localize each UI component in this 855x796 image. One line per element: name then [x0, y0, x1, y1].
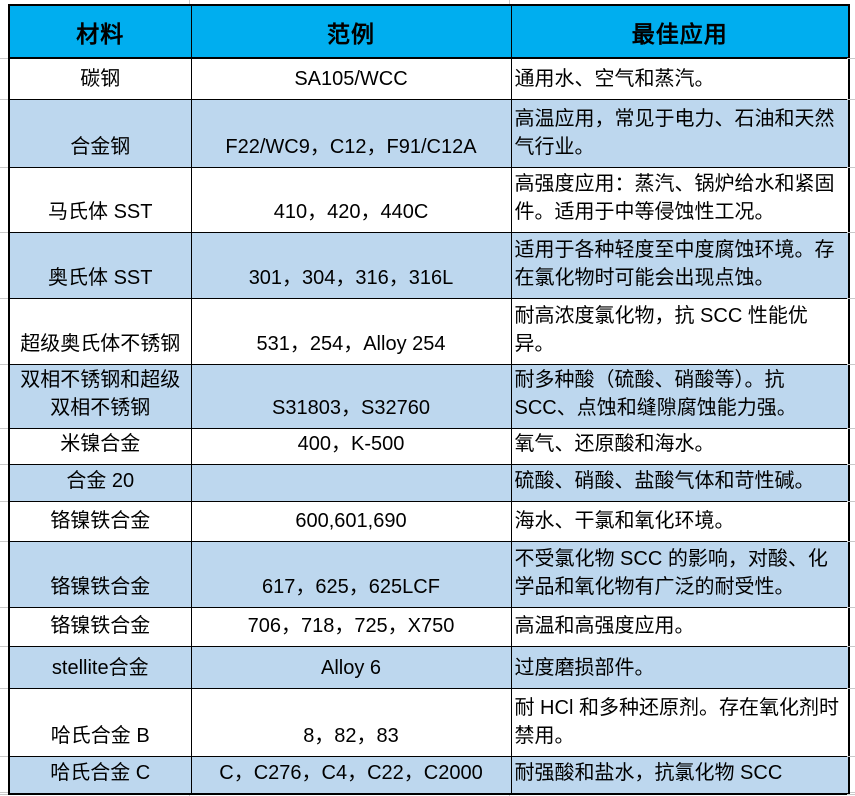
application-cell[interactable]: 通用水、空气和蒸汽。 — [510, 57, 850, 100]
material-cell[interactable]: 双相不锈钢和超级双相不锈钢 — [8, 363, 192, 429]
gridline-stub — [847, 646, 855, 647]
table-row: 合金钢 F22/WC9，C12，F91/C12A 高温应用，常见于电力、石油和天… — [8, 98, 850, 168]
material-cell[interactable]: 合金钢 — [8, 98, 192, 168]
examples-cell[interactable]: 706，718，725，X750 — [190, 606, 512, 647]
gridline-stub — [0, 298, 8, 299]
col-header-material[interactable]: 材料 — [8, 4, 192, 59]
gridline-stub — [0, 99, 8, 100]
examples-cell[interactable]: C，C276，C4，C22，C2000 — [190, 755, 512, 795]
gridline-stub — [0, 646, 8, 647]
application-cell[interactable]: 耐 HCl 和多种还原剂。存在氧化剂时禁用。 — [510, 687, 850, 757]
gridline-stub — [847, 756, 855, 757]
gridline-stub — [0, 464, 8, 465]
material-cell[interactable]: 哈氏合金 C — [8, 755, 192, 795]
gridline-stub — [847, 364, 855, 365]
table-row: 铬镍铁合金 600,601,690 海水、干氯和氧化环境。 — [8, 500, 850, 542]
application-cell[interactable]: 高温和高强度应用。 — [510, 606, 850, 647]
table-row: 米镍合金 400，K-500 氧气、还原酸和海水。 — [8, 427, 850, 465]
gridline-stub — [0, 58, 8, 59]
examples-cell[interactable]: 600,601,690 — [190, 500, 512, 542]
table-row: 哈氏合金 B 8，82，83 耐 HCl 和多种还原剂。存在氧化剂时禁用。 — [8, 687, 850, 757]
examples-cell[interactable] — [190, 463, 512, 502]
gridline-stub — [0, 688, 8, 689]
gridline-stub — [0, 501, 8, 502]
gridline-stub — [0, 428, 8, 429]
examples-cell[interactable]: 531，254，Alloy 254 — [190, 297, 512, 365]
material-cell[interactable]: 铬镍铁合金 — [8, 500, 192, 542]
gridline-stub — [0, 756, 8, 757]
gridline-stub — [0, 541, 8, 542]
gridline-stub — [847, 99, 855, 100]
table-row: 马氏体 SST 410，420，440C 高强度应用：蒸汽、锅炉给水和紧固件。适… — [8, 166, 850, 233]
material-cell[interactable]: 碳钢 — [8, 57, 192, 100]
material-cell[interactable]: stellite合金 — [8, 645, 192, 689]
table-row: 铬镍铁合金 617，625，625LCF 不受氯化物 SCC 的影响，对酸、化学… — [8, 540, 850, 608]
table-row: 奥氏体 SST 301，304，316，316L 适用于各种轻度至中度腐蚀环境。… — [8, 231, 850, 299]
gridline-stub — [0, 364, 8, 365]
examples-cell[interactable]: 617，625，625LCF — [190, 540, 512, 608]
application-cell[interactable]: 耐多种酸（硫酸、硝酸等）。抗 SCC、点蚀和缝隙腐蚀能力强。 — [510, 363, 850, 429]
examples-cell[interactable]: 8，82，83 — [190, 687, 512, 757]
gridline-stub — [847, 688, 855, 689]
header-row: 材料 范例 最佳应用 — [8, 4, 850, 59]
gridline-stub — [0, 167, 8, 168]
gridline — [509, 0, 510, 4]
gridline-stub — [847, 232, 855, 233]
application-cell[interactable]: 硫酸、硝酸、盐酸气体和苛性碱。 — [510, 463, 850, 502]
application-cell[interactable]: 耐强酸和盐水，抗氯化物 SCC — [510, 755, 850, 795]
gridline-stub — [847, 607, 855, 608]
table-row: 碳钢 SA105/WCC 通用水、空气和蒸汽。 — [8, 57, 850, 100]
gridline-stub — [847, 541, 855, 542]
gridline-stub — [0, 794, 8, 795]
application-cell[interactable]: 不受氯化物 SCC 的影响，对酸、化学品和氧化物有广泛的耐受性。 — [510, 540, 850, 608]
table-row: 双相不锈钢和超级双相不锈钢 S31803，S32760 耐多种酸（硫酸、硝酸等）… — [8, 363, 850, 429]
examples-cell[interactable]: 400，K-500 — [190, 427, 512, 465]
examples-cell[interactable]: F22/WC9，C12，F91/C12A — [190, 98, 512, 168]
gridline-stub — [847, 464, 855, 465]
examples-cell[interactable]: 301，304，316，316L — [190, 231, 512, 299]
examples-cell[interactable]: Alloy 6 — [190, 645, 512, 689]
application-cell[interactable]: 氧气、还原酸和海水。 — [510, 427, 850, 465]
table-row: 哈氏合金 C C，C276，C4，C22，C2000 耐强酸和盐水，抗氯化物 S… — [8, 755, 850, 795]
material-cell[interactable]: 超级奥氏体不锈钢 — [8, 297, 192, 365]
col-header-examples[interactable]: 范例 — [190, 4, 512, 59]
material-cell[interactable]: 铬镍铁合金 — [8, 540, 192, 608]
materials-table: 材料 范例 最佳应用 碳钢 SA105/WCC 通用水、空气和蒸汽。 合金钢 F… — [8, 4, 850, 795]
material-cell[interactable]: 马氏体 SST — [8, 166, 192, 233]
gridline-stub — [847, 58, 855, 59]
application-cell[interactable]: 高强度应用：蒸汽、锅炉给水和紧固件。适用于中等侵蚀性工况。 — [510, 166, 850, 233]
gridline-stub — [847, 794, 855, 795]
gridline-stub — [847, 428, 855, 429]
application-cell[interactable]: 适用于各种轻度至中度腐蚀环境。存在氯化物时可能会出现点蚀。 — [510, 231, 850, 299]
application-cell[interactable]: 高温应用，常见于电力、石油和天然气行业。 — [510, 98, 850, 168]
application-cell[interactable]: 过度磨损部件。 — [510, 645, 850, 689]
application-cell[interactable]: 耐高浓度氯化物，抗 SCC 性能优异。 — [510, 297, 850, 365]
material-cell[interactable]: 铬镍铁合金 — [8, 606, 192, 647]
col-header-application[interactable]: 最佳应用 — [510, 4, 850, 59]
materials-table-body: 碳钢 SA105/WCC 通用水、空气和蒸汽。 合金钢 F22/WC9，C12，… — [8, 57, 850, 795]
table-row: stellite合金 Alloy 6 过度磨损部件。 — [8, 645, 850, 689]
gridline-stub — [847, 298, 855, 299]
gridline-stub — [847, 167, 855, 168]
table-row: 合金 20 硫酸、硝酸、盐酸气体和苛性碱。 — [8, 463, 850, 502]
gridline-stub — [0, 607, 8, 608]
examples-cell[interactable]: SA105/WCC — [190, 57, 512, 100]
gridline-stub — [0, 232, 8, 233]
table-row: 超级奥氏体不锈钢 531，254，Alloy 254 耐高浓度氯化物，抗 SCC… — [8, 297, 850, 365]
material-cell[interactable]: 奥氏体 SST — [8, 231, 192, 299]
examples-cell[interactable]: S31803，S32760 — [190, 363, 512, 429]
table-row: 铬镍铁合金 706，718，725，X750 高温和高强度应用。 — [8, 606, 850, 647]
application-cell[interactable]: 海水、干氯和氧化环境。 — [510, 500, 850, 542]
material-cell[interactable]: 合金 20 — [8, 463, 192, 502]
examples-cell[interactable]: 410，420，440C — [190, 166, 512, 233]
gridline-stub — [847, 501, 855, 502]
gridline — [189, 0, 190, 4]
material-cell[interactable]: 哈氏合金 B — [8, 687, 192, 757]
material-cell[interactable]: 米镍合金 — [8, 427, 192, 465]
